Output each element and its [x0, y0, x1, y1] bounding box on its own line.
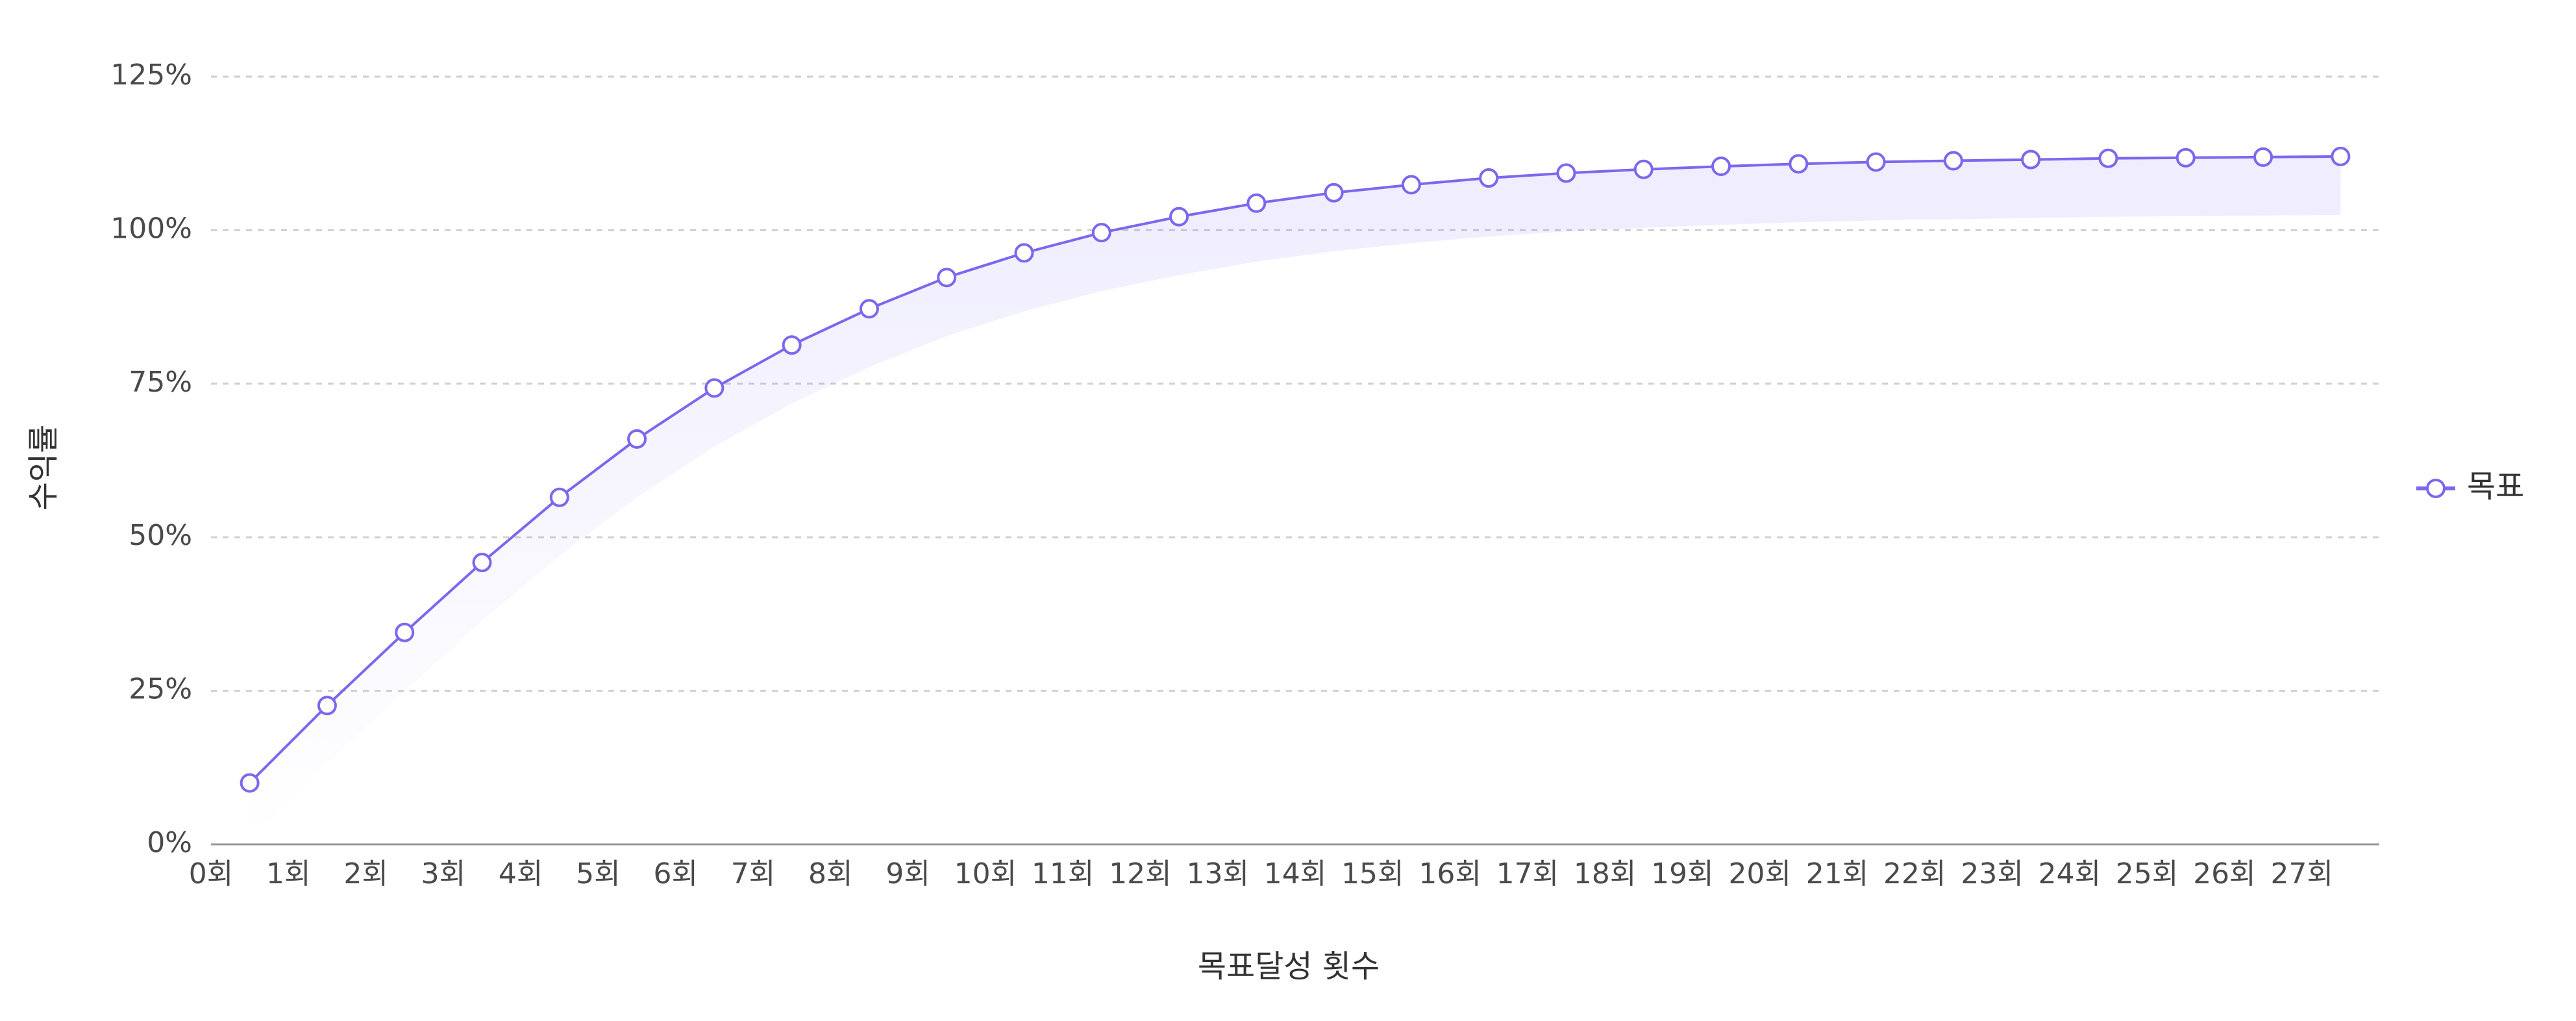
x-tick-label: 18회 [1574, 857, 1636, 890]
y-tick-label: 0% [147, 826, 192, 859]
x-tick-label: 13회 [1186, 857, 1248, 890]
data-point[interactable] [1324, 183, 1344, 203]
data-point[interactable] [1479, 168, 1499, 188]
x-tick-label: 0회 [189, 857, 233, 890]
data-point[interactable] [549, 487, 569, 507]
x-tick-label: 12회 [1109, 857, 1171, 890]
x-tick-label: 2회 [343, 857, 388, 890]
data-point[interactable] [1556, 163, 1576, 183]
x-tick-label: 3회 [421, 857, 465, 890]
x-tick-label: 19회 [1651, 857, 1713, 890]
data-point[interactable] [1169, 207, 1189, 227]
x-tick-label: 15회 [1341, 857, 1404, 890]
x-tick-label: 22회 [1883, 857, 1946, 890]
y-tick-label: 25% [129, 673, 192, 706]
x-tick-label: 14회 [1264, 857, 1326, 890]
data-point[interactable] [1789, 154, 1809, 174]
data-point[interactable] [704, 378, 724, 398]
x-tick-label: 16회 [1418, 857, 1481, 890]
data-points [240, 146, 2351, 793]
series-line [249, 155, 2341, 784]
x-tick-label: 27회 [2270, 857, 2333, 890]
x-tick-label: 26회 [2193, 857, 2255, 890]
data-point[interactable] [1014, 243, 1034, 263]
x-axis-ticks: 0회 1회 2회 3회 4회 5회 6회 7회 8회 9회 10회 11회 12회 13회 14회 15회 16… [189, 857, 2333, 890]
data-point[interactable] [2253, 147, 2273, 167]
data-point[interactable] [240, 773, 260, 793]
legend[interactable]: 목표 [2416, 468, 2524, 505]
x-tick-label: 8회 [808, 857, 852, 890]
data-point[interactable] [937, 268, 957, 288]
y-tick-label: 75% [129, 366, 192, 399]
x-tick-label: 5회 [576, 857, 620, 890]
data-point[interactable] [859, 299, 879, 319]
data-point[interactable] [1943, 151, 1963, 171]
y-tick-label: 100% [110, 212, 192, 245]
y-tick-label: 50% [129, 519, 192, 552]
x-tick-label: 17회 [1496, 857, 1559, 890]
x-tick-label: 24회 [2038, 857, 2101, 890]
legend-label: 목표 [2467, 468, 2524, 505]
data-point[interactable] [1091, 223, 1111, 243]
y-axis-ticks: 0% 25% 50% 75% 100% 125% [110, 58, 192, 859]
x-tick-label: 11회 [1032, 857, 1094, 890]
data-point[interactable] [782, 335, 802, 355]
y-axis-title: 수익률 [25, 425, 62, 510]
data-point[interactable] [2175, 147, 2196, 168]
data-point[interactable] [2331, 146, 2351, 166]
x-axis-title: 목표달성 횟수 [1198, 948, 1380, 985]
data-point[interactable] [395, 622, 415, 642]
data-point[interactable] [1633, 159, 1653, 179]
data-point[interactable] [317, 696, 337, 716]
x-tick-label: 21회 [1806, 857, 1868, 890]
data-point[interactable] [2021, 149, 2041, 170]
x-tick-label: 20회 [1728, 857, 1790, 890]
x-tick-label: 10회 [954, 857, 1017, 890]
x-tick-label: 4회 [499, 857, 543, 890]
legend-marker-icon [2426, 479, 2446, 498]
data-point[interactable] [1866, 152, 1886, 172]
data-point[interactable] [627, 429, 647, 449]
data-point[interactable] [472, 552, 492, 572]
data-point[interactable] [1246, 193, 1267, 213]
series-line-layer [249, 155, 2341, 784]
x-tick-label: 7회 [731, 857, 775, 890]
x-tick-label: 1회 [266, 857, 310, 890]
x-tick-label: 9회 [886, 857, 930, 890]
x-tick-label: 25회 [2116, 857, 2178, 890]
data-point[interactable] [2098, 148, 2118, 168]
data-point[interactable] [1711, 157, 1731, 177]
y-tick-label: 125% [110, 58, 192, 92]
x-tick-label: 6회 [653, 857, 697, 890]
data-point[interactable] [1401, 175, 1421, 195]
x-tick-label: 23회 [1961, 857, 2023, 890]
